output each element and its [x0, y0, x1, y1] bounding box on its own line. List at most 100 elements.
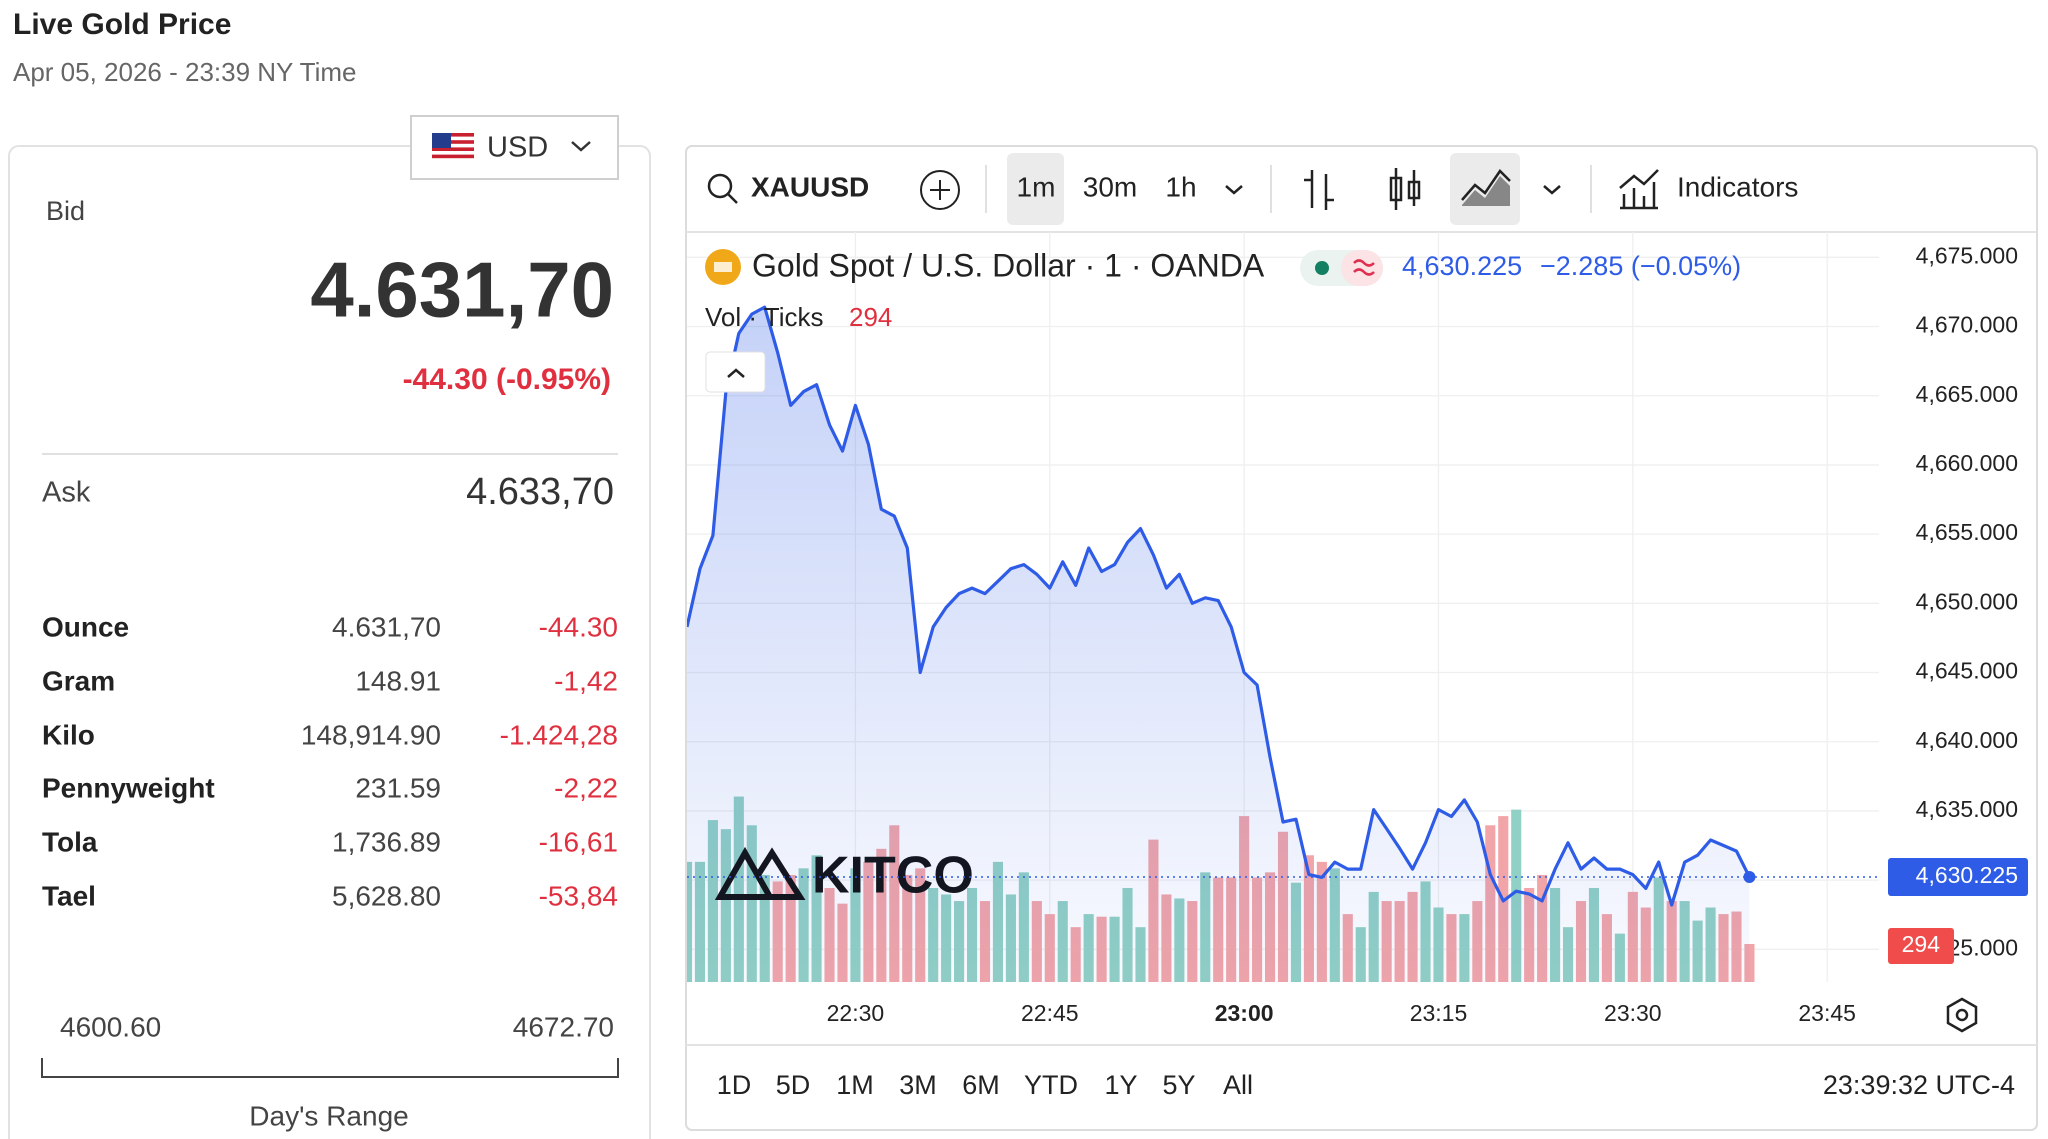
- market-dot: [1315, 261, 1329, 275]
- volume-legend-value: 294: [849, 302, 892, 332]
- indicators-label: Indicators: [1677, 171, 1798, 202]
- volume-bar: [1744, 943, 1755, 982]
- y-tick-label: 4,665.000: [1916, 381, 2018, 407]
- interval-menu[interactable]: [1225, 185, 1243, 195]
- range-button[interactable]: 5D: [776, 1070, 811, 1100]
- price-line: [687, 305, 1751, 907]
- volume-legend: Vol · Ticks: [705, 302, 823, 332]
- interval[interactable]: 1m: [1017, 171, 1056, 202]
- bid-price: 4.631,70: [310, 246, 614, 334]
- unit-price: 1,736.89: [332, 826, 441, 857]
- range-button[interactable]: 3M: [899, 1070, 937, 1100]
- range-high: 4672.70: [513, 1011, 614, 1042]
- unit-change: -2,22: [554, 772, 618, 803]
- settings-icon[interactable]: [1946, 997, 1978, 1033]
- y-tick-label: 4,660.000: [1916, 450, 2018, 476]
- symbol-search[interactable]: XAUUSD: [707, 171, 869, 204]
- y-tick-label: 4,645.000: [1916, 658, 2018, 684]
- x-tick-label: 23:45: [1798, 1000, 1856, 1026]
- page-subtitle: Apr 05, 2026 - 23:39 NY Time: [13, 57, 357, 87]
- y-tick-label: 4,675.000: [1916, 242, 2018, 268]
- collapse-legend[interactable]: [705, 351, 766, 393]
- candles-icon[interactable]: [1389, 168, 1421, 210]
- delay-icon: [1353, 259, 1375, 276]
- range-buttons: 1D 5D 1M 3M 6M YTD 1Y 5Y All: [717, 1070, 1253, 1100]
- unit-name: Tael: [42, 880, 96, 911]
- active-interval: [1007, 153, 1064, 225]
- series-title: Gold Spot / U.S. Dollar · 1 · OANDA: [752, 247, 1265, 283]
- page-title: Live Gold Price: [13, 8, 231, 41]
- interval[interactable]: 1h: [1165, 171, 1196, 202]
- unit-name: Kilo: [42, 719, 95, 750]
- coin-bar: [714, 262, 732, 272]
- area-icon-line: [1461, 169, 1511, 201]
- range-low: 4600.60: [60, 1011, 161, 1042]
- price-badge-label: 4,630.225: [1916, 862, 2018, 888]
- unit-price: 5,628.80: [332, 880, 441, 911]
- range-label: Day's Range: [249, 1100, 408, 1131]
- compare-button[interactable]: [920, 170, 960, 210]
- unit-name: Ounce: [42, 611, 129, 642]
- price-badge: [1888, 858, 2028, 897]
- y-tick-label: 4,635.000: [1916, 796, 2018, 822]
- range-button[interactable]: 6M: [962, 1070, 1000, 1100]
- ask-price: 4.633,70: [466, 471, 614, 513]
- bars-icon[interactable]: [1304, 170, 1334, 210]
- x-tick-label: 22:45: [1021, 1000, 1079, 1026]
- unit-price: 231.59: [355, 772, 441, 803]
- legend-price: 4,630.225: [1402, 251, 1522, 281]
- x-tick-label: 23:00: [1215, 1000, 1274, 1026]
- legend-change: −2.285 (−0.05%): [1540, 251, 1741, 281]
- unit-name: Pennyweight: [42, 772, 215, 803]
- x-tick-label: 22:30: [827, 1000, 885, 1026]
- x-tick-label: 23:30: [1604, 1000, 1662, 1026]
- x-tick-label: 23:15: [1410, 1000, 1468, 1026]
- last-price-dot: [1743, 871, 1756, 884]
- unit-name: Tola: [42, 826, 98, 857]
- active-style: [1450, 153, 1520, 225]
- range-bar: [41, 1058, 619, 1078]
- currency-select[interactable]: USD: [410, 115, 619, 180]
- unit-change: -16,61: [539, 826, 618, 857]
- unit-table: Ounce 4.631,70 -44.30 Gram 148.91 -1,42 Kilo 14…: [42, 611, 618, 911]
- range-button[interactable]: YTD: [1024, 1070, 1078, 1100]
- price-panel: [8, 145, 651, 1139]
- volume-badge: [1888, 927, 1954, 964]
- y-tick-label: 4,640.000: [1916, 727, 2018, 753]
- intervals: 1m 30m 1h: [1017, 171, 1197, 202]
- range-button[interactable]: 1M: [836, 1070, 874, 1100]
- plot-overlay: 4,675.000 4,670.000 4,665.000 4,660.000 4,65…: [827, 242, 2028, 1026]
- unit-change: -44.30: [539, 611, 618, 642]
- us-flag: [432, 133, 474, 162]
- interval[interactable]: 30m: [1083, 171, 1137, 202]
- ask-label: Ask: [42, 477, 91, 509]
- range-button[interactable]: 5Y: [1162, 1070, 1195, 1100]
- price-area: [687, 307, 1750, 982]
- bid-label: Bid: [46, 196, 85, 226]
- bid-change: -44.30 (-0.95%): [403, 363, 611, 396]
- y-tick-label: 4,650.000: [1916, 588, 2018, 614]
- clock: 23:39:32 UTC-4: [1823, 1070, 2015, 1100]
- area-icon[interactable]: [1462, 176, 1510, 206]
- range-button[interactable]: All: [1223, 1070, 1253, 1100]
- y-tick-label: 4,670.000: [1916, 312, 2018, 338]
- unit-price: 4.631,70: [332, 611, 441, 642]
- volume-badge-label: 294: [1902, 931, 1941, 957]
- unit-name: Gram: [42, 665, 115, 696]
- indicators-button[interactable]: Indicators: [1619, 169, 1798, 210]
- style-menu[interactable]: [1543, 185, 1561, 195]
- unit-change: -53,84: [539, 880, 618, 911]
- currency-label: USD: [487, 132, 548, 164]
- range-button[interactable]: 1D: [717, 1070, 752, 1100]
- chevron: [571, 141, 591, 152]
- unit-change: -1.424,28: [500, 719, 618, 750]
- symbol: XAUUSD: [751, 171, 869, 202]
- unit-price: 148.91: [355, 665, 441, 696]
- y-tick-label: 4,655.000: [1916, 519, 2018, 545]
- unit-change: -1,42: [554, 665, 618, 696]
- range-button[interactable]: 1Y: [1104, 1070, 1137, 1100]
- unit-price: 148,914.90: [301, 719, 441, 750]
- plot: KITCO: [687, 232, 1879, 982]
